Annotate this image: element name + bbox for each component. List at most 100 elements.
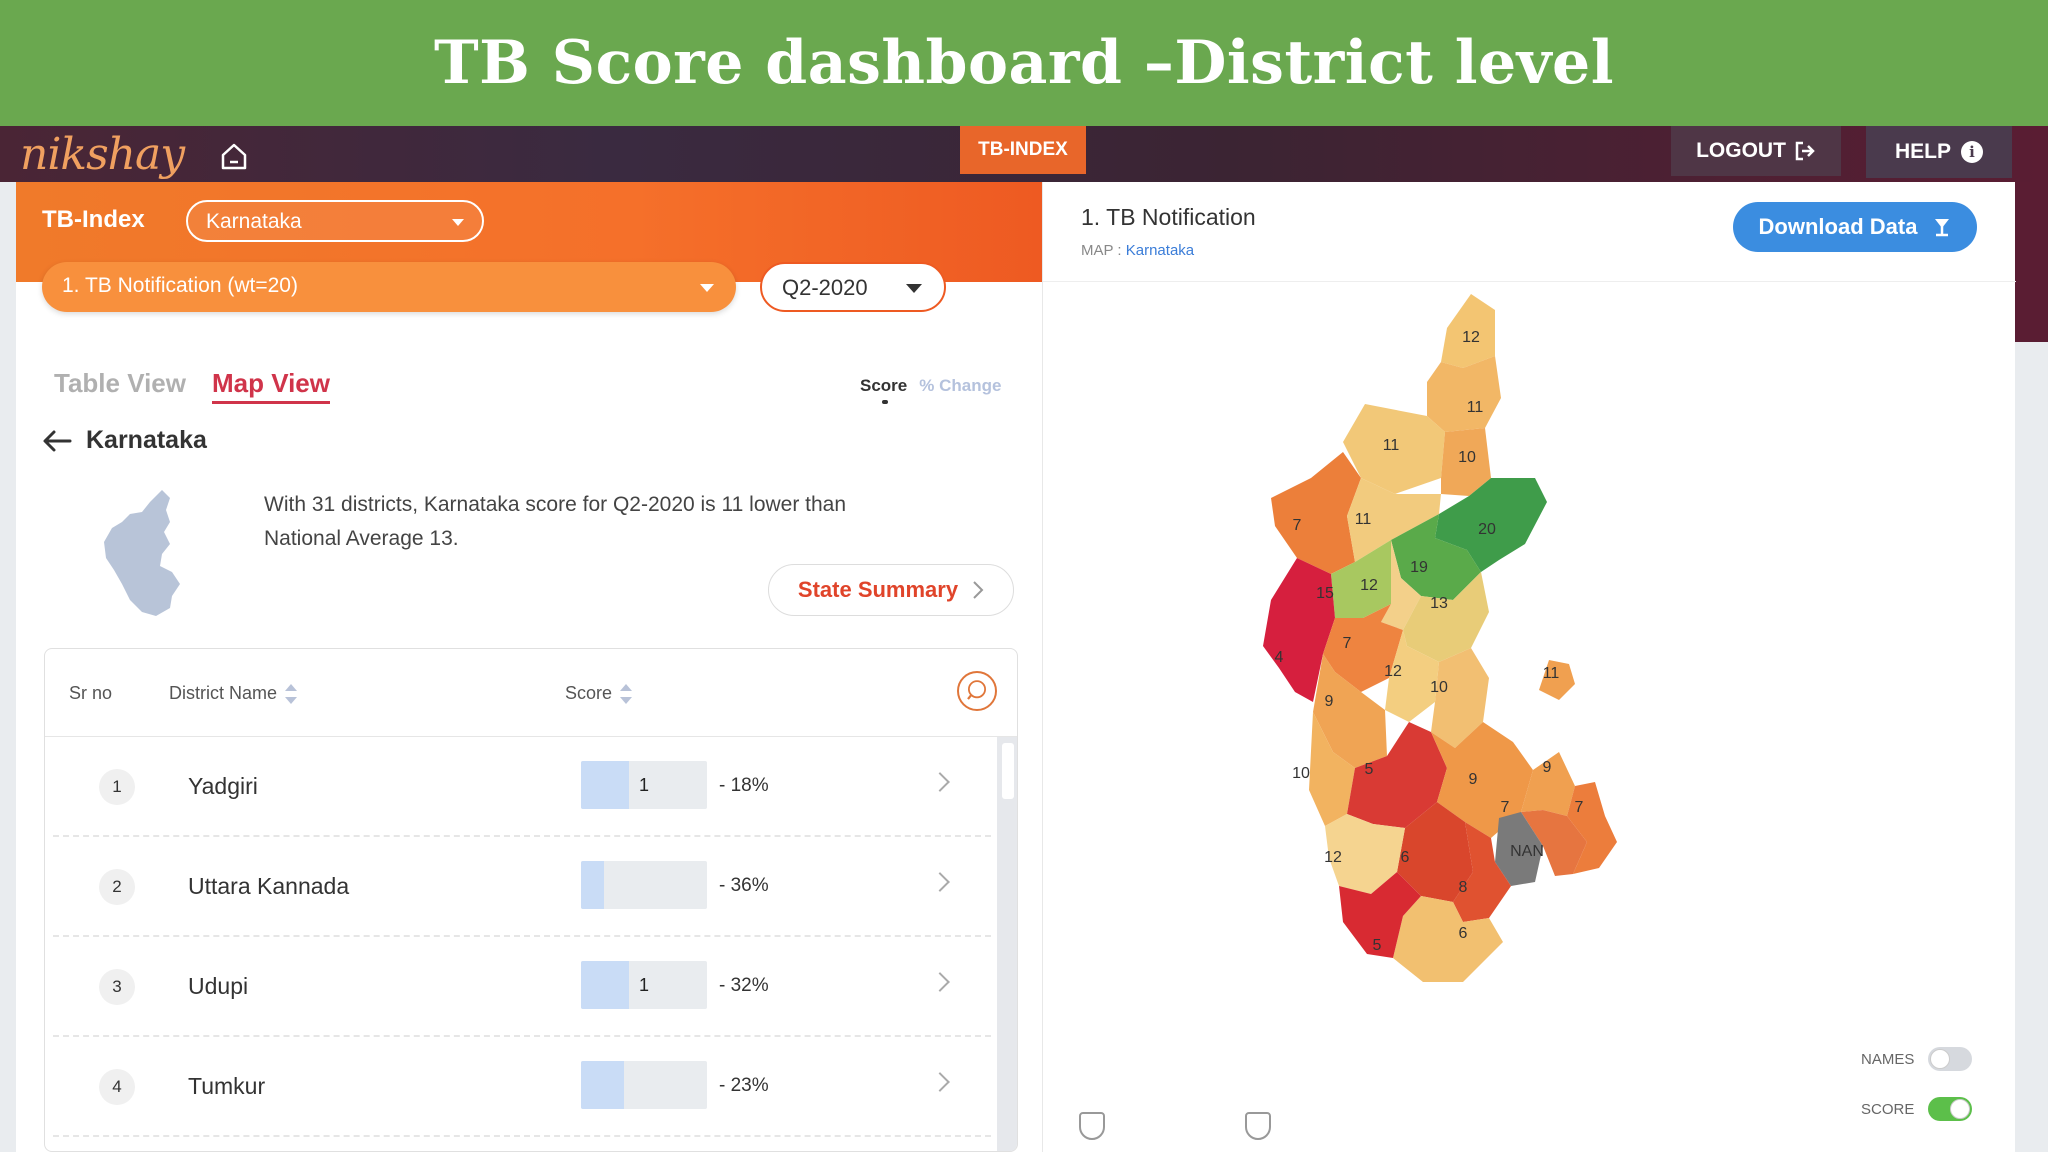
chevron-right-icon[interactable] xyxy=(930,772,950,792)
district-score-label: 13 xyxy=(1430,595,1448,612)
table-row[interactable]: 1 Yadgiri 1 - 18% xyxy=(53,737,991,837)
table-row[interactable]: 2 Uttara Kannada - 36% xyxy=(53,837,991,937)
district-region[interactable] xyxy=(1431,648,1489,748)
district-region[interactable] xyxy=(1539,660,1575,700)
header-score[interactable]: Score xyxy=(565,683,633,704)
table-row[interactable]: 3 Udupi 1 - 32% xyxy=(53,937,991,1037)
map-subtitle-prefix: MAP : xyxy=(1081,242,1126,259)
chevron-right-icon[interactable] xyxy=(930,972,950,992)
district-region[interactable] xyxy=(1453,822,1511,922)
district-score-label: 7 xyxy=(1343,635,1352,652)
quarter-dropdown[interactable]: Q2-2020 xyxy=(760,262,946,312)
district-region[interactable] xyxy=(1381,540,1421,630)
state-summary-label: State Summary xyxy=(797,577,959,602)
district-region[interactable] xyxy=(1313,654,1387,768)
district-region[interactable] xyxy=(1521,810,1587,876)
score-value: 1 xyxy=(638,774,649,795)
district-region[interactable] xyxy=(1385,630,1439,722)
table-header: Sr no District Name Score xyxy=(45,649,1017,737)
toggle-names-label: NAMES xyxy=(1861,1050,1915,1068)
district-score-label: 11 xyxy=(1543,665,1560,682)
legend-max-handle[interactable] xyxy=(1245,1112,1271,1140)
district-region[interactable] xyxy=(1343,442,1441,562)
district-region[interactable] xyxy=(1271,452,1361,574)
district-score-label: 19 xyxy=(1410,559,1428,576)
district-region[interactable] xyxy=(1347,722,1447,828)
table-scrollbar[interactable] xyxy=(997,737,1017,1151)
help-button[interactable]: HELP i xyxy=(1866,126,2012,178)
district-region[interactable] xyxy=(1397,802,1473,902)
district-score-label: 10 xyxy=(1292,765,1310,782)
download-data-button[interactable]: Download Data xyxy=(1733,202,1977,252)
chevron-right-icon[interactable] xyxy=(930,872,950,892)
indicator-dropdown[interactable]: 1. TB Notification (wt=20) xyxy=(42,262,736,312)
legend-min-handle[interactable] xyxy=(1079,1112,1105,1140)
home-icon[interactable] xyxy=(218,140,250,172)
district-region[interactable] xyxy=(1403,572,1489,662)
district-region[interactable] xyxy=(1309,712,1355,826)
district-region[interactable] xyxy=(1339,872,1421,958)
tab-table-view[interactable]: Table View xyxy=(54,368,186,398)
district-region[interactable] xyxy=(1393,896,1503,982)
score-switch[interactable] xyxy=(1928,1097,1973,1121)
header-score-label: Score xyxy=(565,683,613,703)
district-region[interactable] xyxy=(1325,814,1405,894)
background-strip xyxy=(2015,182,2048,342)
map-subtitle: MAP : Karnataka xyxy=(1081,242,1194,259)
district-score-label: 4 xyxy=(1275,649,1284,666)
switch-knob xyxy=(1950,1099,1971,1119)
score-bar: 1 xyxy=(581,961,707,1009)
chevron-right-icon xyxy=(973,581,984,599)
district-region[interactable] xyxy=(1263,558,1335,702)
map-subtitle-state[interactable]: Karnataka xyxy=(1125,242,1195,259)
district-region[interactable] xyxy=(1521,752,1575,816)
district-score-label: 10 xyxy=(1430,679,1448,696)
district-region[interactable] xyxy=(1323,604,1403,692)
district-shapes[interactable] xyxy=(1263,294,1617,982)
tb-index-tab[interactable]: TB-INDEX xyxy=(960,126,1086,174)
district-region[interactable] xyxy=(1431,722,1533,838)
left-panel: TB-Index Karnataka 1. TB Notification (w… xyxy=(16,182,1042,1152)
nikshay-logo[interactable]: nikshay xyxy=(20,129,185,180)
state-summary-button[interactable]: State Summary xyxy=(768,564,1014,616)
district-region[interactable] xyxy=(1495,812,1543,886)
logout-label: LOGOUT xyxy=(1696,139,1786,162)
breadcrumb-state: Karnataka xyxy=(86,426,207,454)
scrollbar-thumb[interactable] xyxy=(1002,743,1014,799)
district-region[interactable] xyxy=(1441,294,1495,368)
breadcrumb: Karnataka xyxy=(42,426,207,455)
back-arrow-icon[interactable] xyxy=(42,429,72,453)
district-region[interactable] xyxy=(1567,782,1617,874)
tab-map-view[interactable]: Map View xyxy=(211,368,330,404)
switch-knob xyxy=(1930,1049,1951,1069)
district-name: Tumkur xyxy=(188,1073,266,1099)
district-choropleth-map[interactable]: 12 11 11 10 20 7 11 19 15 12 13 4 7 12 10 9 10 5 9 9 7 7 NAN 6 8… xyxy=(1043,282,2016,1152)
indicator-dropdown-value: 1. TB Notification (wt=20) xyxy=(62,274,298,297)
rank-badge: 3 xyxy=(99,969,135,1005)
district-region[interactable] xyxy=(1427,356,1501,432)
chevron-right-icon[interactable] xyxy=(930,1072,950,1092)
district-score-label: 9 xyxy=(1469,771,1478,788)
table-row[interactable]: 4 Tumkur - 23% xyxy=(53,1037,991,1137)
district-region[interactable] xyxy=(1391,514,1481,600)
district-region[interactable] xyxy=(1331,540,1391,618)
logout-button[interactable]: LOGOUT xyxy=(1671,126,1841,176)
panel-label: TB-Index xyxy=(42,206,145,233)
district-region[interactable] xyxy=(1441,428,1491,496)
district-score-label: 9 xyxy=(1543,759,1552,776)
district-score-label: 12 xyxy=(1384,663,1402,680)
map-title: 1. TB Notification xyxy=(1081,204,1256,230)
state-dropdown[interactable]: Karnataka xyxy=(186,200,484,242)
search-icon[interactable] xyxy=(957,671,997,711)
district-score-label: 6 xyxy=(1401,849,1410,866)
header-district-name[interactable]: District Name xyxy=(169,683,298,704)
district-table: Sr no District Name Score 1 Yadgiri 1 - 18%… xyxy=(44,648,1018,1152)
caret-down-icon xyxy=(452,219,464,226)
names-switch[interactable] xyxy=(1928,1047,1973,1071)
download-label: Download Data xyxy=(1758,214,1918,239)
district-region[interactable] xyxy=(1343,404,1445,494)
metric-score[interactable]: Score xyxy=(860,376,908,404)
district-score-label: 9 xyxy=(1325,693,1334,710)
percent-change: - 32% xyxy=(719,975,769,996)
metric-percent-change[interactable]: % Change xyxy=(919,376,1002,395)
